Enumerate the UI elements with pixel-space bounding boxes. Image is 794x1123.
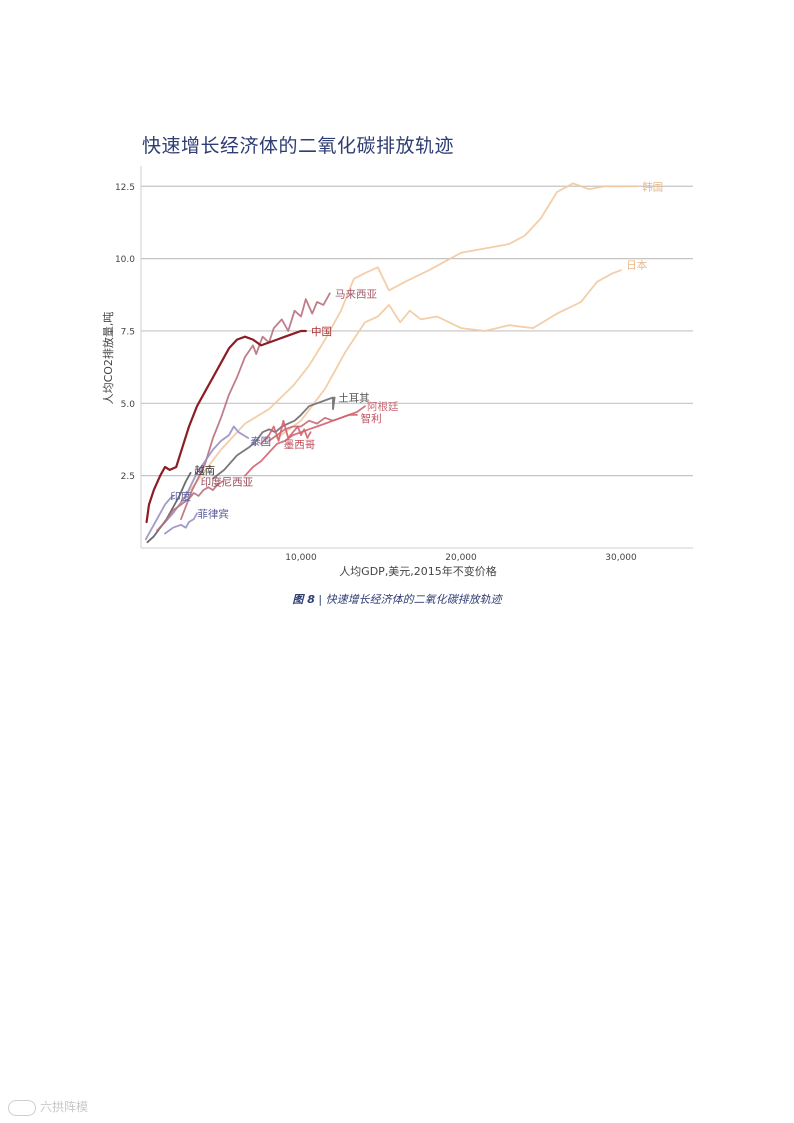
series-label: 日本 — [626, 258, 647, 271]
series-line — [146, 471, 192, 544]
x-tick-label: 10,000 — [285, 553, 317, 563]
series-line — [260, 419, 312, 445]
y-tick-label: 12.5 — [115, 183, 135, 193]
caption-separator: | — [314, 593, 326, 606]
series-line — [180, 292, 331, 520]
series-label: 菲律宾 — [197, 507, 229, 520]
y-tick-label: 7.5 — [121, 327, 135, 337]
grid-layer — [141, 185, 693, 477]
series-label: 印度 — [170, 490, 191, 503]
series-line — [159, 425, 250, 529]
x-axis-label: 人均GDP,美元,2015年不变价格 — [339, 564, 497, 578]
series-line — [156, 480, 224, 532]
x-tick-label: 30,000 — [605, 553, 637, 563]
y-tick-label: 2.5 — [121, 472, 135, 482]
series-layer — [144, 182, 638, 544]
series-label: 智利 — [361, 412, 382, 425]
series-line — [144, 495, 174, 541]
series-line — [145, 329, 307, 524]
x-tick-label: 20,000 — [445, 553, 477, 563]
series-label: 印度尼西亚 — [201, 475, 254, 488]
caption-figure-number: 图 8 — [292, 593, 315, 606]
y-tick-label: 10.0 — [115, 255, 135, 265]
series-label: 墨西哥 — [284, 439, 316, 451]
caption-text: 快速增长经济体的二氧化碳排放轨迹 — [325, 593, 502, 606]
watermark-text: 六拱阵模 — [40, 1100, 89, 1114]
watermark: 六拱阵模 — [8, 1098, 88, 1116]
figure-caption: 图 8 | 快速增长经济体的二氧化碳排放轨迹 — [0, 591, 794, 607]
series-line — [180, 182, 638, 503]
series-line — [244, 414, 358, 477]
series-label: 越南 — [194, 464, 215, 477]
series-label: 中国 — [311, 325, 332, 338]
series-label: 泰国 — [250, 435, 271, 448]
series-label: 土耳其 — [338, 392, 370, 405]
chart-title: 快速增长经济体的二氧化碳排放轨迹 — [142, 135, 455, 157]
y-tick-label: 5.0 — [121, 400, 136, 410]
series-label: 阿根廷 — [367, 400, 399, 413]
series-label: 韩国 — [642, 180, 663, 193]
series-label: 马来西亚 — [335, 288, 377, 300]
watermark-logo-icon — [8, 1099, 36, 1116]
y-axis-label: 人均CO2排放量,吨 — [101, 312, 115, 405]
series-line — [276, 269, 622, 439]
series-line — [164, 512, 198, 535]
axis-layer: 2.5 5.0 7.5 10.0 12.5 10,000 20,000 30,000 — [115, 166, 693, 563]
